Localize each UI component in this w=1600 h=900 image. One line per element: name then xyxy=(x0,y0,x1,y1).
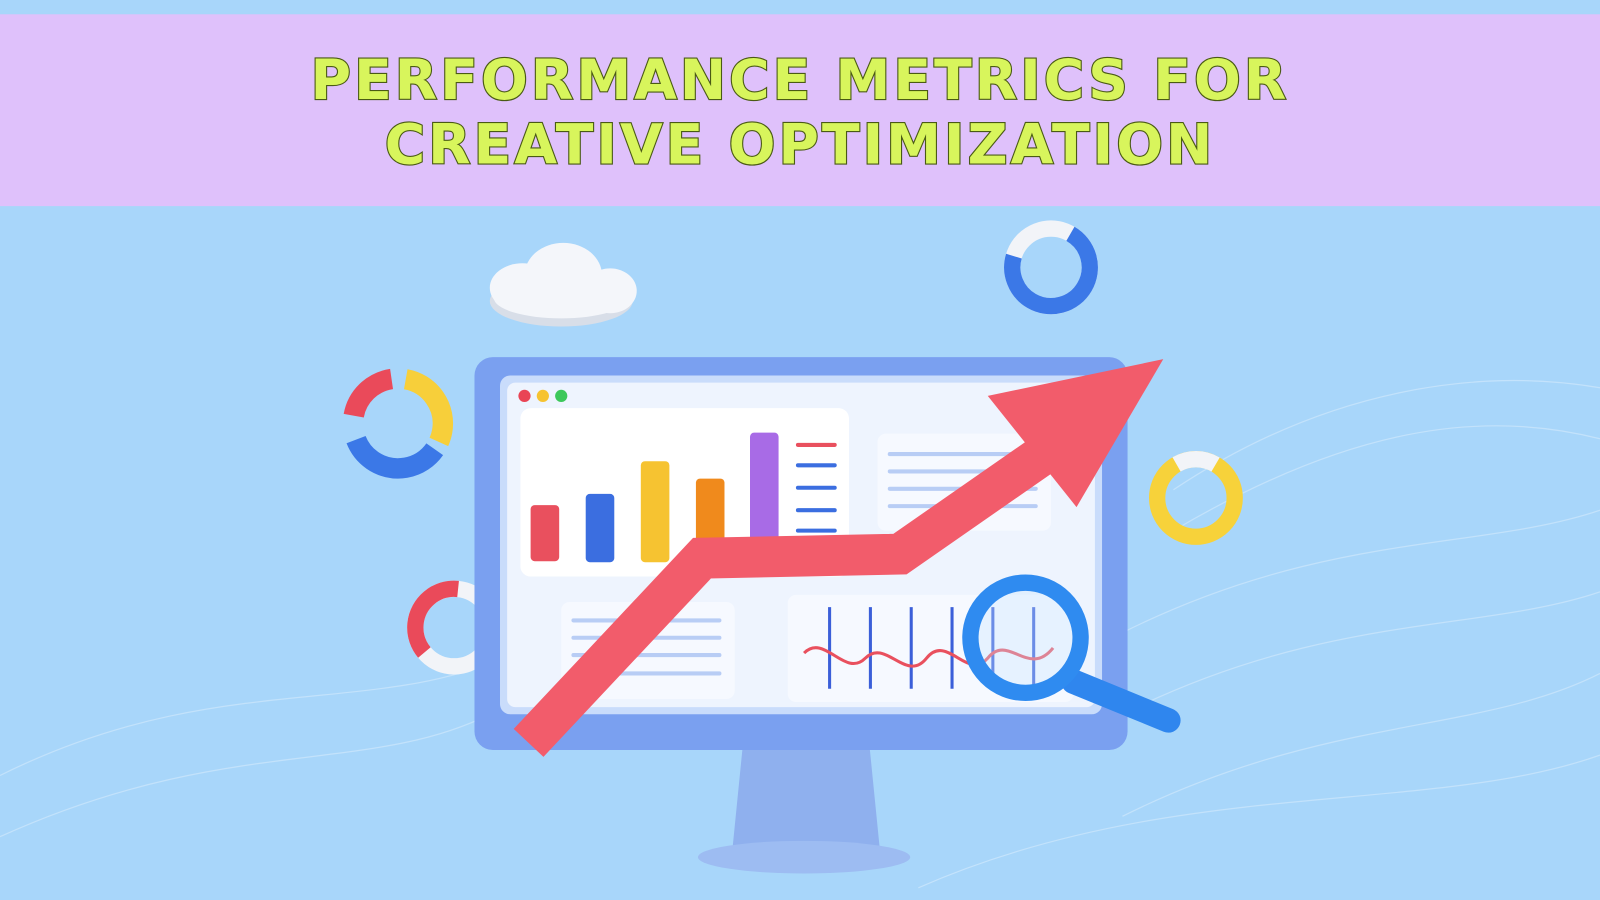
cloud xyxy=(489,242,637,327)
trend-arrow xyxy=(513,359,1164,757)
title-band xyxy=(0,14,1600,207)
title-line: CREATIVE OPTIMIZATION xyxy=(385,112,1216,176)
screen-cards xyxy=(520,408,1074,703)
magnifier xyxy=(962,574,1181,733)
waves xyxy=(0,380,1600,889)
title-line: PERFORMANCE METRICS FOR xyxy=(311,48,1290,112)
